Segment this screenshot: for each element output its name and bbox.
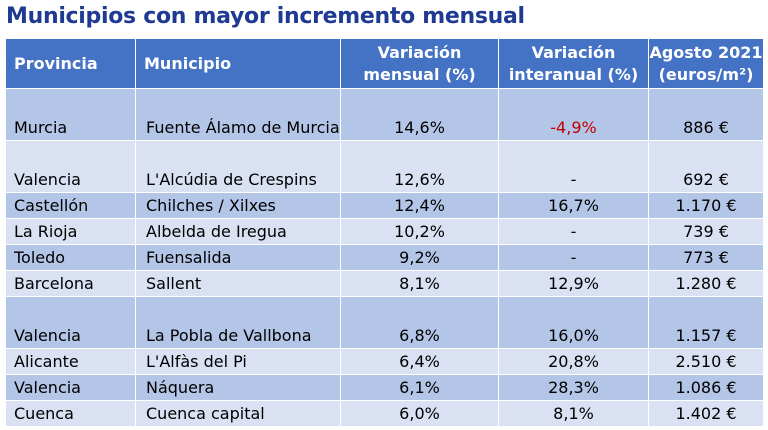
cell-precio: 1.170 € (648, 192, 764, 219)
cell-municipio: La Pobla de Vallbona (135, 296, 341, 349)
cell-provincia: La Rioja (5, 218, 136, 245)
cell-mensual: 10,2% (340, 218, 499, 245)
cell-municipio: Fuente Álamo de Murcia (135, 88, 341, 141)
cell-mensual: 6,1% (340, 374, 499, 401)
cell-provincia: Castellón (5, 192, 136, 219)
cell-provincia: Barcelona (5, 270, 136, 297)
cell-interanual: 16,0% (498, 296, 649, 349)
cell-mensual: 6,4% (340, 348, 499, 375)
cell-interanual: 16,7% (498, 192, 649, 219)
table-row: Valencia La Pobla de Vallbona 6,8% 16,0%… (5, 296, 764, 349)
header-provincia: Provincia (5, 38, 136, 89)
cell-municipio: Fuensalida (135, 244, 341, 271)
cell-provincia: Murcia (5, 88, 136, 141)
cell-municipio: Albelda de Iregua (135, 218, 341, 245)
cell-interanual: 20,8% (498, 348, 649, 375)
cell-mensual: 9,2% (340, 244, 499, 271)
cell-interanual: - (498, 218, 649, 245)
cell-municipio: Chilches / Xilxes (135, 192, 341, 219)
cell-precio: 1.086 € (648, 374, 764, 401)
cell-precio: 692 € (648, 140, 764, 193)
cell-precio: 1.157 € (648, 296, 764, 349)
cell-interanual: 8,1% (498, 400, 649, 427)
table-row: Toledo Fuensalida 9,2% - 773 € (5, 244, 764, 271)
cell-municipio: L'Alfàs del Pi (135, 348, 341, 375)
cell-provincia: Valencia (5, 140, 136, 193)
header-variacion-mensual: Variación mensual (%) (340, 38, 499, 89)
cell-provincia: Alicante (5, 348, 136, 375)
cell-municipio: Sallent (135, 270, 341, 297)
table-row: Valencia L'Alcúdia de Crespins 12,6% - 6… (5, 140, 764, 193)
cell-provincia: Valencia (5, 374, 136, 401)
cell-mensual: 8,1% (340, 270, 499, 297)
table-row: Castellón Chilches / Xilxes 12,4% 16,7% … (5, 192, 764, 219)
cell-provincia: Toledo (5, 244, 136, 271)
cell-mensual: 14,6% (340, 88, 499, 141)
cell-interanual: -4,9% (498, 88, 649, 141)
cell-mensual: 12,6% (340, 140, 499, 193)
cell-precio: 886 € (648, 88, 764, 141)
table-row: Murcia Fuente Álamo de Murcia 14,6% -4,9… (5, 88, 764, 141)
header-row: Provincia Municipio Variación mensual (%)… (5, 38, 764, 89)
cell-interanual: - (498, 244, 649, 271)
cell-precio: 1.402 € (648, 400, 764, 427)
header-municipio: Municipio (135, 38, 341, 89)
table-row: Barcelona Sallent 8,1% 12,9% 1.280 € (5, 270, 764, 297)
table-title: Municipios con mayor incremento mensual (6, 4, 525, 29)
cell-municipio: L'Alcúdia de Crespins (135, 140, 341, 193)
cell-municipio: Náquera (135, 374, 341, 401)
cell-precio: 2.510 € (648, 348, 764, 375)
cell-precio: 773 € (648, 244, 764, 271)
cell-mensual: 6,8% (340, 296, 499, 349)
header-precio: Agosto 2021 (euros/m²) (648, 38, 764, 89)
cell-provincia: Valencia (5, 296, 136, 349)
cell-mensual: 12,4% (340, 192, 499, 219)
header-variacion-interanual: Variación interanual (%) (498, 38, 649, 89)
table-row: La Rioja Albelda de Iregua 10,2% - 739 € (5, 218, 764, 245)
cell-provincia: Cuenca (5, 400, 136, 427)
table-row: Valencia Náquera 6,1% 28,3% 1.086 € (5, 374, 764, 401)
cell-interanual: 28,3% (498, 374, 649, 401)
cell-mensual: 6,0% (340, 400, 499, 427)
cell-precio: 739 € (648, 218, 764, 245)
cell-precio: 1.280 € (648, 270, 764, 297)
table-row: Alicante L'Alfàs del Pi 6,4% 20,8% 2.510… (5, 348, 764, 375)
cell-interanual: 12,9% (498, 270, 649, 297)
cell-interanual: - (498, 140, 649, 193)
cell-municipio: Cuenca capital (135, 400, 341, 427)
table-row: Cuenca Cuenca capital 6,0% 8,1% 1.402 € (5, 400, 764, 427)
data-table: Provincia Municipio Variación mensual (%)… (5, 38, 764, 427)
